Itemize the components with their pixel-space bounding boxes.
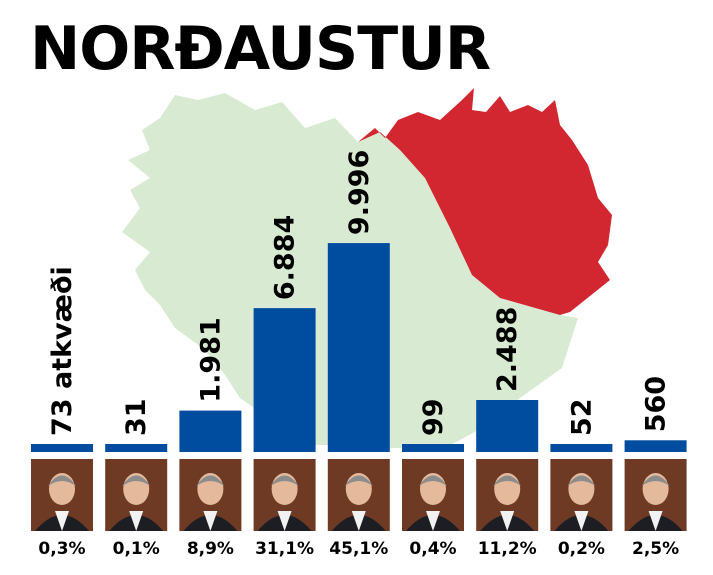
portrait-hair	[270, 475, 299, 486]
percent-label: 2,5%	[632, 539, 679, 559]
portrait-collar	[55, 511, 69, 531]
bar	[179, 410, 242, 452]
map-northeast-region	[358, 88, 612, 315]
bar-value-label: 1.981	[195, 317, 226, 402]
bars-layer	[31, 243, 687, 452]
bar-value-label: 31	[121, 398, 152, 436]
bar	[105, 444, 168, 452]
bar-value-label: 6.884	[270, 215, 301, 300]
percent-label: 0,2%	[558, 539, 605, 559]
percent-label: 0,3%	[38, 539, 85, 559]
candidate-photo	[179, 459, 242, 531]
portrait-collar	[500, 511, 515, 531]
portrait-collar	[574, 511, 589, 531]
percent-label: 8,9%	[187, 539, 234, 559]
portrait-hair	[641, 475, 670, 486]
percent-label: 0,4%	[409, 539, 456, 559]
portrait-hair	[48, 475, 76, 486]
portrait-collar	[203, 511, 218, 531]
candidate-photo	[105, 459, 168, 531]
page-title: NORÐAUSTUR	[30, 14, 491, 84]
portrait-collar	[277, 511, 292, 531]
portrait-hair	[567, 475, 596, 486]
percent-label: 45,1%	[329, 539, 388, 559]
bar	[624, 440, 687, 452]
portrait-collar	[129, 511, 144, 531]
candidate-photo	[624, 459, 687, 531]
percent-labels-layer: 0,3% 0,1% 8,9% 31,1% 45,1% 0,4% 11,2% 0,2% 2,5%	[38, 539, 679, 559]
bar	[327, 243, 390, 452]
candidate-photos-layer	[31, 459, 687, 531]
bar	[476, 400, 539, 452]
candidate-photo	[327, 459, 390, 531]
candidate-photo	[550, 459, 613, 531]
bar-value-label: 99	[418, 398, 449, 436]
bar	[550, 444, 613, 452]
candidate-photo	[476, 459, 539, 531]
candidate-photo	[253, 459, 316, 531]
bar	[402, 444, 464, 452]
portrait-collar	[648, 511, 663, 531]
portrait-collar	[351, 511, 366, 531]
percent-label: 0,1%	[113, 539, 160, 559]
bar	[31, 444, 93, 452]
bar-value-label: 560	[641, 376, 672, 432]
bar-value-label: 52	[566, 398, 597, 436]
portrait-collar	[426, 511, 440, 531]
value-labels-layer: 73 atkvæði 31 1.981 6.884 9.996 99 2.488 52 560	[47, 150, 672, 436]
portrait-hair	[122, 475, 151, 486]
bar-value-label: 9.996	[344, 150, 375, 235]
percent-label: 31,1%	[255, 539, 314, 559]
portrait-hair	[493, 475, 522, 486]
bar-value-label: 73 atkvæði	[47, 266, 78, 436]
portrait-hair	[419, 475, 447, 486]
portrait-hair	[196, 475, 225, 486]
portrait-hair	[344, 475, 373, 486]
candidate-photo	[31, 459, 93, 531]
percent-label: 11,2%	[478, 539, 537, 559]
bar-value-label: 2.488	[492, 307, 523, 392]
bar	[253, 308, 316, 452]
candidate-photo	[402, 459, 464, 531]
